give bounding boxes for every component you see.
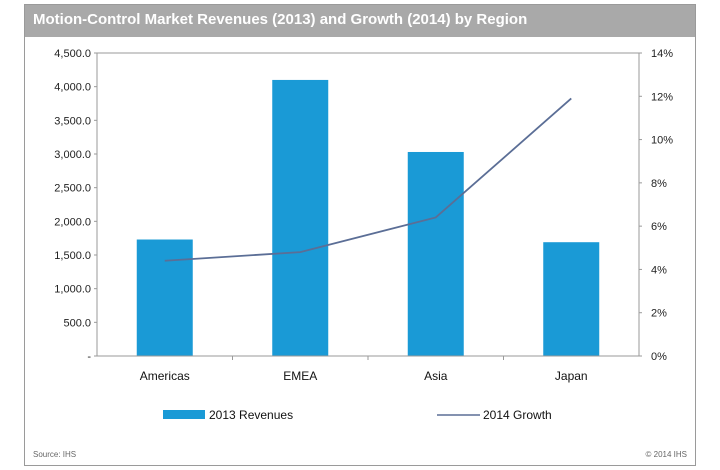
source-note: Source: IHS	[33, 450, 77, 459]
category-label: Asia	[424, 369, 448, 383]
category-labels: Americas EMEA Asia Japan	[140, 356, 588, 383]
revenue-bar	[543, 242, 600, 356]
legend-label-growth: 2014 Growth	[483, 408, 552, 422]
category-label: Americas	[140, 369, 190, 383]
chart-title-bar: Motion-Control Market Revenues (2013) an…	[25, 5, 695, 37]
left-axis-tick-label: 3,500.0	[54, 115, 91, 127]
right-axis-tick-label: 12%	[651, 91, 673, 103]
right-axis-tick-label: 6%	[651, 221, 667, 233]
left-axis-tick-label: 1,000.0	[54, 284, 91, 296]
category-label: EMEA	[283, 369, 317, 383]
category-label: Japan	[555, 369, 588, 383]
plot-area-border	[96, 52, 640, 357]
left-axis-tick-label: 2,000.0	[54, 216, 91, 228]
revenue-bar	[136, 239, 193, 356]
revenue-bar	[272, 79, 329, 356]
revenue-bar	[407, 151, 464, 356]
chart-canvas: - 500.0 1,000.0 1,500.0 2,000.0 2,500.0 3,000.…	[54, 48, 673, 422]
left-axis-tick-label: 4,500.0	[54, 48, 91, 60]
growth-line	[164, 97, 572, 262]
revenue-bars	[136, 79, 600, 356]
left-axis-tick-label: 1,500.0	[54, 250, 91, 262]
right-axis-tick-label: 10%	[651, 135, 673, 147]
left-axis-tick-label: 4,000.0	[54, 82, 91, 94]
chart-frame: Motion-Control Market Revenues (2013) an…	[24, 4, 696, 466]
left-axis-tick-label: 500.0	[63, 317, 91, 329]
left-axis-tick-label: 3,000.0	[54, 149, 91, 161]
growth-line-layer	[164, 97, 572, 262]
left-axis-tick-label: 2,500.0	[54, 183, 91, 195]
legend-label-revenues: 2013 Revenues	[209, 408, 293, 422]
left-axis-tick-label: -	[87, 351, 91, 363]
right-axis-ticks: 0% 2% 4% 6% 8% 10% 12% 14%	[639, 48, 673, 363]
legend-swatch-revenues	[163, 410, 205, 419]
copyright-note: © 2014 IHS	[645, 450, 687, 459]
chart-legend: 2013 Revenues 2014 Growth	[163, 408, 552, 422]
right-axis-tick-label: 4%	[651, 264, 667, 276]
right-axis-tick-label: 0%	[651, 351, 667, 363]
right-axis-tick-label: 2%	[651, 308, 667, 320]
chart-title: Motion-Control Market Revenues (2013) an…	[33, 11, 528, 28]
left-axis-ticks: - 500.0 1,000.0 1,500.0 2,000.0 2,500.0 3,000.…	[54, 48, 97, 363]
right-axis-tick-label: 8%	[651, 178, 667, 190]
right-axis-tick-label: 14%	[651, 48, 673, 60]
